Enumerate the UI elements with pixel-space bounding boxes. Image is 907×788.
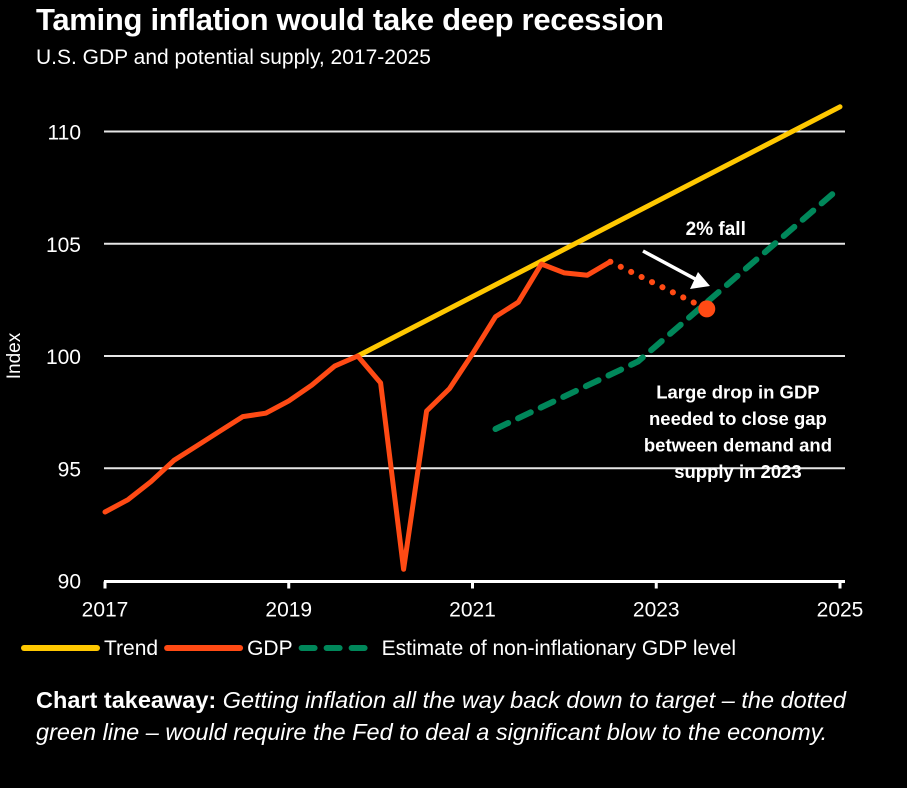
chart-takeaway: Chart takeaway: Getting inflation all th… xyxy=(36,684,896,748)
legend-label: GDP xyxy=(247,637,293,660)
x-tick-label: 2019 xyxy=(265,599,312,622)
gap-annotation-line: supply in 2023 xyxy=(674,461,802,482)
chart-subtitle: U.S. GDP and potential supply, 2017-2025 xyxy=(36,46,431,69)
legend-label: Trend xyxy=(104,637,158,660)
takeaway-body: Getting inflation all the way back down … xyxy=(36,687,846,745)
series-estimate-of-non-inflationary-gdp-level-line xyxy=(492,184,843,432)
chart-title: Taming inflation would take deep recessi… xyxy=(36,2,664,37)
y-tick-label: 110 xyxy=(48,122,81,145)
y-tick-label: 95 xyxy=(58,458,81,481)
x-tick-label: 2023 xyxy=(633,599,680,622)
series-group xyxy=(102,104,843,572)
gridlines xyxy=(104,130,845,470)
arrow-head-icon xyxy=(690,272,710,289)
y-axis-label: Index xyxy=(4,332,25,379)
gap-annotation-line: Large drop in GDP xyxy=(656,382,819,403)
gap-annotation-line: between demand and xyxy=(644,435,832,456)
annotations: 2% fall Large drop in GDP needed to close … xyxy=(642,219,832,482)
target-point-marker xyxy=(698,300,716,318)
legend-label: Estimate of non-inflationary GDP level xyxy=(382,637,736,660)
line-chart: 90 95 100 105 110 Index 2017 2019 2021 2023 2025… xyxy=(4,104,864,660)
legend: Trend GDP Estimate of non-inflationary GDP… xyxy=(21,637,736,660)
y-tick-label: 90 xyxy=(58,571,81,594)
gap-annotation-line: needed to close gap xyxy=(649,408,827,429)
series-gdp-line xyxy=(102,259,613,572)
arrow-shaft xyxy=(642,249,700,283)
series-trend-line xyxy=(355,104,843,359)
y-tick-label: 100 xyxy=(46,346,81,369)
fall-annotation-label: 2% fall xyxy=(686,219,746,240)
x-tick-label: 2025 xyxy=(817,599,864,622)
x-axis: 2017 2019 2021 2023 2025 xyxy=(82,580,864,622)
x-tick-label: 2017 xyxy=(82,599,129,622)
y-tick-label: 105 xyxy=(46,234,81,257)
takeaway-lead: Chart takeaway: xyxy=(36,687,217,713)
y-axis-ticks: 90 95 100 105 110 xyxy=(46,122,81,594)
x-tick-label: 2021 xyxy=(449,599,496,622)
